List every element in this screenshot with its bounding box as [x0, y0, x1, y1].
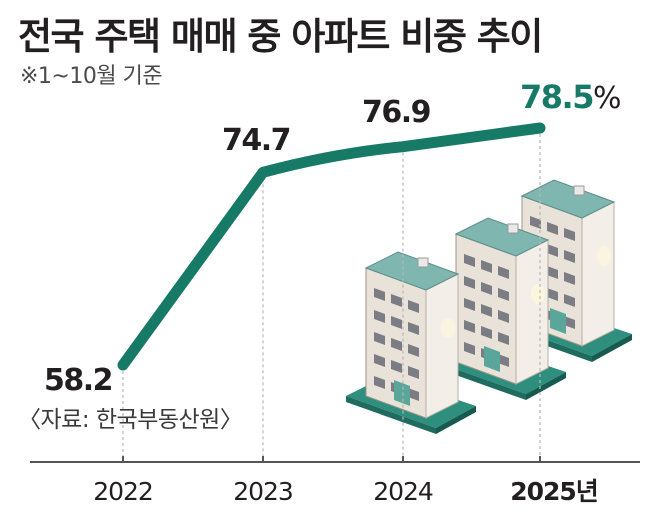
data-label-2023: 74.7 — [222, 123, 290, 158]
window — [530, 216, 541, 229]
apartment-buildings-illustration — [346, 179, 632, 434]
building-base-side — [526, 372, 566, 400]
window — [464, 298, 475, 311]
window — [498, 266, 509, 279]
x-tick-label-2023: 2023 — [233, 477, 293, 506]
window — [481, 282, 492, 295]
building-light — [531, 284, 545, 304]
window — [564, 228, 575, 241]
window — [391, 316, 402, 329]
x-tick-label-2025: 2025년 — [510, 477, 598, 506]
building-side — [515, 239, 549, 385]
building-light — [597, 246, 611, 266]
window — [498, 288, 509, 301]
window — [564, 272, 575, 285]
data-label-2025: 78.5% — [520, 78, 620, 116]
window — [374, 332, 385, 345]
x-tick-label-2022: 2022 — [93, 477, 153, 506]
series-line-path — [117, 122, 546, 371]
building-base-side — [592, 334, 632, 362]
roof-box — [573, 185, 585, 196]
window — [408, 366, 419, 379]
window — [547, 266, 558, 279]
building-side — [425, 273, 459, 419]
window — [498, 310, 509, 323]
x-tick-label-2024: 2024 — [373, 477, 433, 506]
building-door — [550, 308, 566, 334]
window — [374, 354, 385, 367]
building-base-side — [436, 406, 476, 434]
building-1 — [346, 251, 476, 434]
chart-title: 전국 주택 매매 중 아파트 비중 추이 — [18, 15, 543, 58]
window — [481, 260, 492, 273]
data-label-2022: 58.2 — [44, 363, 112, 398]
window — [391, 294, 402, 307]
data-label-2024: 76.9 — [362, 95, 430, 130]
window — [564, 316, 575, 329]
window — [374, 288, 385, 301]
window — [464, 276, 475, 289]
window — [481, 326, 492, 339]
window — [391, 338, 402, 351]
building-roof — [454, 217, 550, 257]
window — [408, 344, 419, 357]
window — [481, 304, 492, 317]
building-roof — [364, 251, 460, 291]
window — [464, 342, 475, 355]
building-2 — [436, 217, 566, 400]
building-door — [394, 380, 410, 406]
x-axis: 2022 2023 2024 2025년 — [30, 456, 640, 506]
unit-label: % — [593, 81, 620, 116]
window — [498, 332, 509, 345]
window — [564, 294, 575, 307]
window — [391, 360, 402, 373]
window — [498, 354, 509, 367]
building-roof — [520, 179, 616, 219]
window — [374, 310, 385, 323]
window — [564, 250, 575, 263]
roof-box — [507, 223, 519, 234]
window — [374, 376, 385, 389]
window — [547, 288, 558, 301]
window — [547, 222, 558, 235]
roof-box — [417, 257, 429, 268]
gridlines — [122, 128, 541, 462]
window — [408, 388, 419, 401]
building-side — [581, 201, 615, 347]
building-door — [484, 346, 500, 372]
building-base-side — [346, 396, 436, 434]
window — [408, 322, 419, 335]
building-light — [441, 318, 455, 338]
window — [408, 300, 419, 313]
series-line — [117, 122, 546, 371]
chart-subtitle: ※1~10월 기준 — [20, 64, 163, 89]
window — [547, 244, 558, 257]
data-labels: 58.2 74.7 76.9 78.5% — [44, 78, 621, 398]
source-note: 〈자료: 한국부동산원〉 — [18, 407, 243, 433]
window — [464, 254, 475, 267]
window — [464, 320, 475, 333]
